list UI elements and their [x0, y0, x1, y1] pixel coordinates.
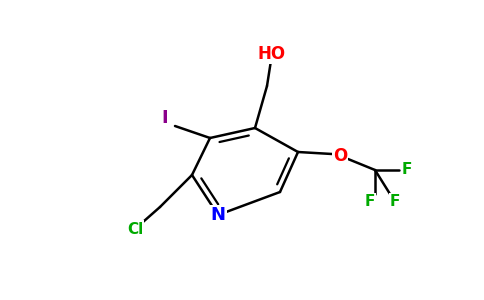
Text: F: F: [365, 194, 375, 209]
Text: Cl: Cl: [127, 221, 143, 236]
Text: F: F: [390, 194, 400, 209]
Text: N: N: [211, 206, 226, 224]
Text: O: O: [333, 147, 347, 165]
Text: I: I: [162, 109, 168, 127]
Text: HO: HO: [258, 45, 286, 63]
Text: F: F: [402, 163, 412, 178]
